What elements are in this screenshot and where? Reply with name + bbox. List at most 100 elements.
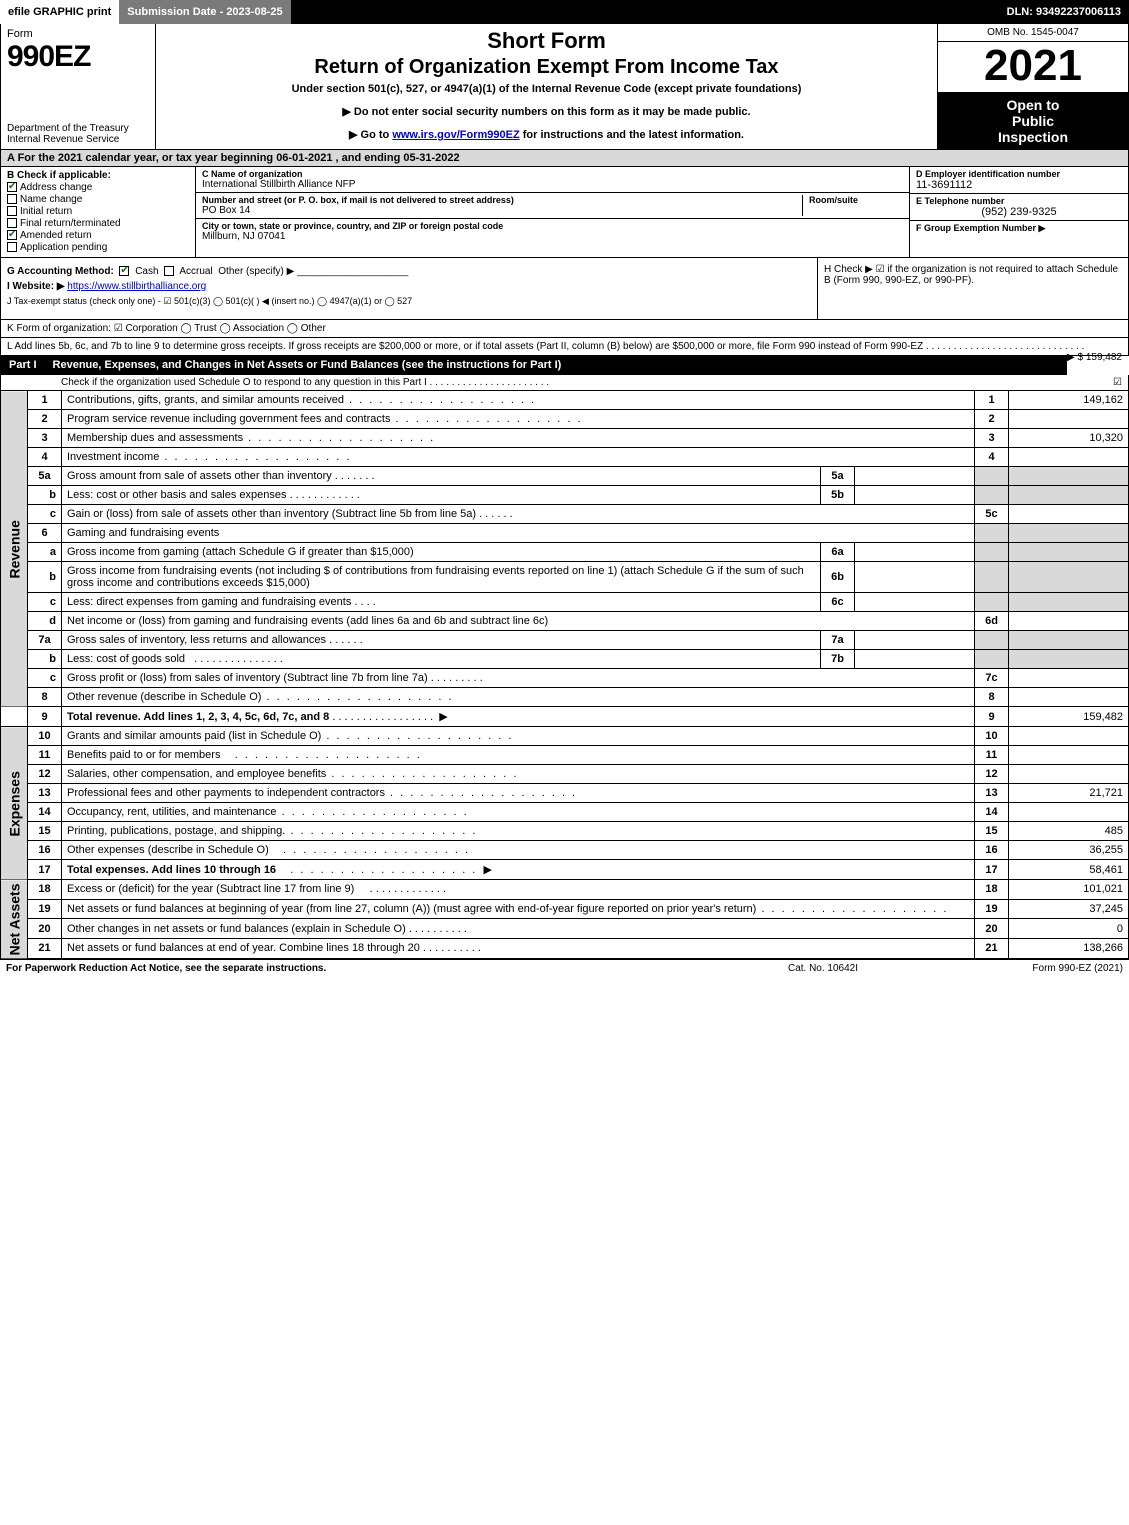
d-label: D Employer identification number: [916, 169, 1122, 179]
footer-notice: For Paperwork Reduction Act Notice, see …: [6, 963, 723, 974]
f-block: F Group Exemption Number ▶: [910, 221, 1128, 236]
table-row: b Gross income from fundraising events (…: [1, 562, 1129, 593]
table-row: 19 Net assets or fund balances at beginn…: [1, 899, 1129, 919]
e-label: E Telephone number: [916, 196, 1122, 206]
part-i-sub-check: ☑: [1102, 377, 1122, 388]
table-row: 12 Salaries, other compensation, and emp…: [1, 765, 1129, 784]
form-subtitle: Under section 501(c), 527, or 4947(a)(1)…: [164, 83, 929, 95]
inspection-line-3: Inspection: [938, 129, 1128, 145]
table-row: 17 Total expenses. Add lines 10 through …: [1, 860, 1129, 880]
revenue-table: Revenue 1 Contributions, gifts, grants, …: [0, 391, 1129, 727]
table-row: 2 Program service revenue including gove…: [1, 410, 1129, 429]
l-amount: 159,482: [1086, 352, 1122, 363]
org-city: Millburn, NJ 07041: [202, 231, 903, 242]
line-desc: Contributions, gifts, grants, and simila…: [62, 391, 975, 410]
inspection-badge: Open to Public Inspection: [938, 93, 1128, 149]
chk-initial-return[interactable]: Initial return: [7, 206, 189, 217]
table-row: 14 Occupancy, rent, utilities, and maint…: [1, 803, 1129, 822]
f-label: F Group Exemption Number ▶: [916, 223, 1122, 234]
g-label: G Accounting Method:: [7, 266, 114, 277]
efile-label[interactable]: efile GRAPHIC print: [0, 0, 119, 24]
g-cash-check[interactable]: [119, 266, 129, 276]
table-row: a Gross income from gaming (attach Sched…: [1, 543, 1129, 562]
inspection-line-1: Open to: [938, 97, 1128, 113]
short-form-label: Short Form: [164, 28, 929, 54]
c-name-label: C Name of organization: [202, 169, 903, 179]
table-row: 9 Total revenue. Add lines 1, 2, 3, 4, 5…: [1, 707, 1129, 727]
g-cash-label: Cash: [135, 266, 158, 277]
inspection-line-2: Public: [938, 113, 1128, 129]
table-row: c Less: direct expenses from gaming and …: [1, 593, 1129, 612]
page-footer: For Paperwork Reduction Act Notice, see …: [0, 959, 1129, 977]
table-row: 15 Printing, publications, postage, and …: [1, 822, 1129, 841]
h-text: H Check ▶ ☑ if the organization is not r…: [824, 264, 1122, 286]
note-2-post: for instructions and the latest informat…: [520, 129, 744, 141]
phone-value: (952) 239-9325: [916, 206, 1122, 218]
table-row: d Net income or (loss) from gaming and f…: [1, 612, 1129, 631]
note-1: ▶ Do not enter social security numbers o…: [164, 105, 929, 118]
form-id-block: Form 990EZ Department of the Treasury In…: [1, 24, 156, 149]
col-c: C Name of organization International Sti…: [196, 167, 910, 257]
table-row: Expenses 10 Grants and similar amounts p…: [1, 727, 1129, 746]
c-name-block: C Name of organization International Sti…: [196, 167, 909, 193]
chk-name-change[interactable]: Name change: [7, 194, 189, 205]
org-name: International Stillbirth Alliance NFP: [202, 179, 903, 190]
row-a: A For the 2021 calendar year, or tax yea…: [0, 150, 1129, 167]
g-accrual-check[interactable]: [164, 266, 174, 276]
note-2-pre: ▶ Go to: [349, 129, 392, 141]
table-row: b Less: cost of goods sold . . . . . . .…: [1, 650, 1129, 669]
expenses-table: Expenses 10 Grants and similar amounts p…: [0, 727, 1129, 880]
table-row: 20 Other changes in net assets or fund b…: [1, 919, 1129, 939]
department-label: Department of the Treasury Internal Reve…: [7, 123, 149, 145]
table-row: 5a Gross amount from sale of assets othe…: [1, 467, 1129, 486]
row-l: L Add lines 5b, 6c, and 7b to line 9 to …: [0, 338, 1129, 356]
i-label: I Website: ▶: [7, 281, 65, 292]
chk-address-change[interactable]: Address change: [7, 182, 189, 193]
c-city-label: City or town, state or province, country…: [202, 221, 903, 231]
c-room-label: Room/suite: [809, 195, 903, 205]
row-i: I Website: ▶ https://www.stillbirthallia…: [7, 281, 811, 292]
table-row: 7a Gross sales of inventory, less return…: [1, 631, 1129, 650]
top-bar: efile GRAPHIC print Submission Date - 20…: [0, 0, 1129, 24]
part-i-sub: Check if the organization used Schedule …: [0, 375, 1129, 391]
irs-link[interactable]: www.irs.gov/Form990EZ: [392, 129, 519, 141]
table-row: 13 Professional fees and other payments …: [1, 784, 1129, 803]
col-def: D Employer identification number 11-3691…: [910, 167, 1128, 257]
table-row: 21 Net assets or fund balances at end of…: [1, 939, 1129, 959]
line-num: 1: [28, 391, 62, 410]
section-ghij: G Accounting Method: Cash Accrual Other …: [0, 258, 1129, 320]
table-row: c Gross profit or (loss) from sales of i…: [1, 669, 1129, 688]
chk-final-return[interactable]: Final return/terminated: [7, 218, 189, 229]
table-row: Net Assets 18 Excess or (deficit) for th…: [1, 880, 1129, 899]
d-block: D Employer identification number 11-3691…: [910, 167, 1128, 194]
g-accrual-label: Accrual: [179, 266, 212, 277]
website-link[interactable]: https://www.stillbirthalliance.org: [67, 281, 206, 292]
footer-catno: Cat. No. 10642I: [723, 963, 923, 974]
l-arrow: ▶ $: [1067, 352, 1083, 363]
table-row: b Less: cost or other basis and sales ex…: [1, 486, 1129, 505]
omb-number: OMB No. 1545-0047: [938, 24, 1128, 42]
part-i-sub-text: Check if the organization used Schedule …: [61, 377, 1102, 388]
table-row: 11 Benefits paid to or for members 11: [1, 746, 1129, 765]
c-street-block: Number and street (or P. O. box, if mail…: [196, 193, 909, 219]
chk-amended-return[interactable]: Amended return: [7, 230, 189, 241]
part-i-title: Revenue, Expenses, and Changes in Net As…: [53, 359, 562, 371]
part-i-header: Part I Revenue, Expenses, and Changes in…: [0, 356, 1067, 375]
form-title: Return of Organization Exempt From Incom…: [164, 56, 929, 79]
part-i-label: Part I: [9, 359, 45, 371]
e-block: E Telephone number (952) 239-9325: [910, 194, 1128, 221]
row-g: G Accounting Method: Cash Accrual Other …: [7, 266, 811, 277]
line-rnum: 1: [975, 391, 1009, 410]
g-other-label: Other (specify) ▶: [218, 266, 294, 277]
l-text: L Add lines 5b, 6c, and 7b to line 9 to …: [7, 341, 1084, 352]
chk-application-pending[interactable]: Application pending: [7, 242, 189, 253]
table-row: c Gain or (loss) from sale of assets oth…: [1, 505, 1129, 524]
note-2: ▶ Go to www.irs.gov/Form990EZ for instru…: [164, 128, 929, 141]
form-header: Form 990EZ Department of the Treasury In…: [0, 24, 1129, 150]
dln-label: DLN: 93492237006113: [999, 0, 1129, 24]
form-title-block: Short Form Return of Organization Exempt…: [156, 24, 938, 149]
ein-value: 11-3691112: [916, 179, 1122, 191]
b-header: B Check if applicable:: [7, 170, 189, 181]
footer-formid: Form 990-EZ (2021): [923, 963, 1123, 974]
expenses-vlabel: Expenses: [1, 727, 28, 880]
